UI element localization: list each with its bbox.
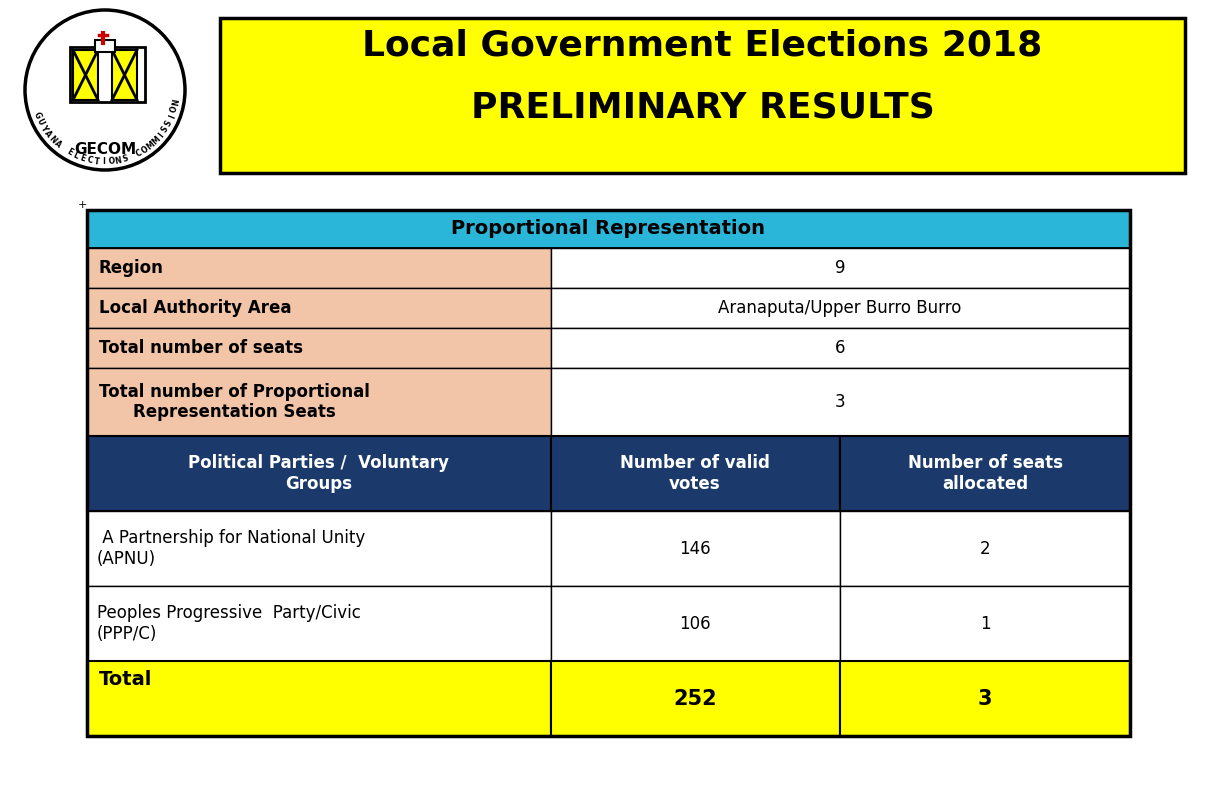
Bar [71, 47, 145, 102]
Text: N: N [170, 98, 181, 106]
Text: G: G [32, 110, 43, 119]
Text: 146: 146 [679, 539, 711, 558]
Bar [551, 436, 840, 511]
Text: 252: 252 [673, 688, 717, 708]
Bar [86, 210, 1131, 736]
Bar [86, 368, 551, 436]
Text: S: S [122, 154, 129, 164]
Bar [86, 661, 551, 736]
Text: 1: 1 [980, 614, 991, 633]
Bar [86, 288, 551, 328]
Text: T: T [94, 157, 100, 167]
Bar [551, 368, 1131, 436]
Bar [840, 661, 1131, 736]
Text: A: A [43, 129, 54, 138]
Bar [551, 661, 840, 736]
Text: 2: 2 [980, 539, 991, 558]
Text: O: O [169, 105, 179, 114]
Text: E: E [79, 154, 86, 163]
Bar [551, 328, 1131, 368]
Text: Local Authority Area: Local Authority Area [99, 299, 292, 317]
Text: E: E [65, 147, 74, 158]
Text: S: S [164, 118, 174, 127]
Text: L: L [72, 151, 80, 161]
Text: A Partnership for National Unity
(APNU): A Partnership for National Unity (APNU) [97, 529, 365, 568]
Bar [220, 18, 1185, 173]
Bar [86, 586, 551, 661]
Text: C: C [134, 148, 144, 159]
Text: U: U [35, 117, 45, 126]
Text: M: M [151, 134, 162, 147]
Text: Proportional Representation: Proportional Representation [452, 220, 765, 238]
Bar [86, 436, 551, 511]
Text: 6: 6 [835, 339, 846, 357]
Bar [95, 40, 114, 52]
Bar [551, 248, 1131, 288]
Text: 3: 3 [977, 688, 992, 708]
Text: O: O [107, 157, 114, 167]
Text: N: N [114, 155, 123, 166]
Text: Political Parties /  Voluntary
Groups: Political Parties / Voluntary Groups [189, 454, 449, 493]
Text: 3: 3 [835, 393, 846, 411]
Text: Local Government Elections 2018: Local Government Elections 2018 [363, 29, 1043, 63]
Bar [73, 50, 99, 100]
Bar [86, 511, 551, 586]
Bar [840, 511, 1131, 586]
Text: A: A [52, 139, 63, 150]
Bar [840, 586, 1131, 661]
Text: N: N [47, 134, 58, 145]
Text: Number of seats
allocated: Number of seats allocated [908, 454, 1062, 493]
Text: C: C [86, 155, 94, 165]
Bar [840, 436, 1131, 511]
Bar [551, 586, 840, 661]
Text: I: I [157, 131, 166, 139]
Text: M: M [145, 139, 157, 151]
Text: Total: Total [99, 671, 152, 689]
Text: GECOM: GECOM [74, 142, 136, 158]
Text: Peoples Progressive  Party/Civic
(PPP/C): Peoples Progressive Party/Civic (PPP/C) [97, 604, 361, 643]
Text: 106: 106 [679, 614, 711, 633]
Bar [112, 50, 138, 100]
Bar [86, 328, 551, 368]
Text: I: I [167, 114, 176, 119]
Text: +: + [78, 200, 86, 210]
Text: Aranaputa/Upper Burro Burro: Aranaputa/Upper Burro Burro [718, 299, 961, 317]
Text: Total number of seats: Total number of seats [99, 339, 303, 357]
Text: 9: 9 [835, 259, 846, 277]
Text: I: I [102, 158, 106, 167]
Text: Number of valid
votes: Number of valid votes [621, 454, 770, 493]
Bar [86, 248, 551, 288]
Text: Y: Y [39, 123, 49, 132]
Text: PRELIMINARY RESULTS: PRELIMINARY RESULTS [471, 91, 935, 125]
Bar [551, 288, 1131, 328]
Bar [86, 210, 1131, 248]
Text: S: S [161, 125, 170, 134]
Bar [551, 511, 840, 586]
Text: O: O [140, 144, 151, 155]
Text: Region: Region [99, 259, 164, 277]
Text: Total number of Proportional
Representation Seats: Total number of Proportional Representat… [99, 382, 370, 421]
